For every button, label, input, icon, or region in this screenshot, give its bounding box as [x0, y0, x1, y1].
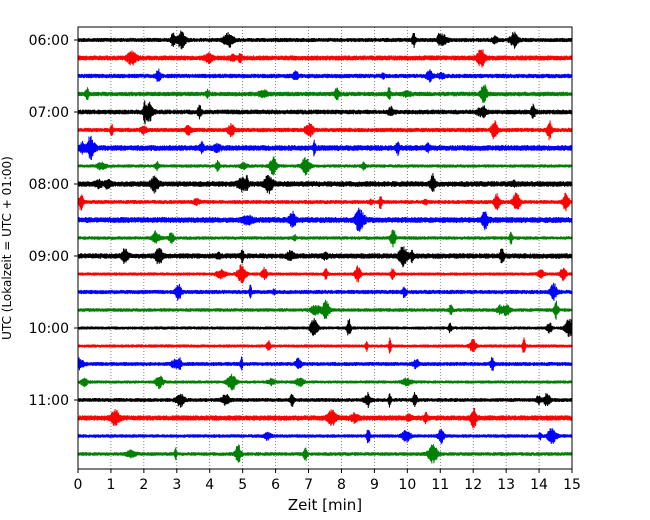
trace-0830	[77, 207, 573, 232]
trace-0945	[77, 299, 573, 320]
trace-1030	[77, 356, 573, 371]
trace-1100	[77, 391, 573, 408]
x-tick-label-10: 10	[398, 477, 416, 493]
x-axis-ticks: 0 1 2 3 4 5 6 7 8 9 10 11 12 13 14 15	[74, 469, 581, 493]
x-tick-label-13: 13	[497, 477, 515, 493]
x-tick-label-2: 2	[139, 477, 148, 493]
trace-0615	[77, 49, 573, 68]
trace-0930	[77, 282, 573, 301]
y-axis-title: UTC (Lokalzeit = UTC + 01:00)	[0, 156, 14, 340]
trace-0900	[77, 246, 573, 268]
y-tick-label-1000: 10:00	[29, 321, 69, 337]
trace-0630	[77, 68, 573, 83]
x-tick-label-12: 12	[464, 477, 482, 493]
trace-1115	[77, 407, 573, 429]
trace-0730	[77, 135, 573, 160]
x-tick-label-7: 7	[304, 477, 313, 493]
trace-1015	[77, 337, 573, 354]
x-tick-label-1: 1	[106, 477, 115, 493]
trace-0715	[77, 120, 573, 141]
trace-0815	[77, 192, 573, 212]
x-tick-label-8: 8	[337, 477, 346, 493]
y-tick-label-0800: 08:00	[29, 177, 69, 193]
trace-0700	[77, 100, 573, 125]
trace-0745	[77, 156, 573, 176]
y-tick-label-0600: 06:00	[29, 33, 69, 49]
x-tick-label-3: 3	[172, 477, 181, 493]
x-tick-label-9: 9	[370, 477, 379, 493]
traces	[77, 30, 573, 464]
trace-0645	[77, 84, 573, 103]
y-tick-label-0700: 07:00	[29, 105, 69, 121]
x-tick-label-14: 14	[530, 477, 548, 493]
trace-1145	[77, 444, 573, 464]
trace-0600	[77, 30, 573, 50]
x-tick-label-0: 0	[74, 477, 83, 493]
y-axis-ticks: 06:00 07:00 08:00 09:00 10:00 11:00	[29, 33, 78, 409]
x-tick-label-11: 11	[431, 477, 449, 493]
trace-1000	[77, 318, 573, 338]
plot-frame	[77, 26, 573, 470]
x-tick-label-5: 5	[238, 477, 247, 493]
trace-0845	[77, 229, 573, 248]
x-tick-label-4: 4	[205, 477, 214, 493]
trace-1130	[77, 428, 573, 445]
x-axis-title: Zeit [min]	[288, 496, 362, 514]
trace-0800	[77, 173, 573, 195]
trace-1045	[77, 373, 573, 391]
y-tick-label-0900: 09:00	[29, 249, 69, 265]
y-tick-label-1100: 11:00	[29, 393, 69, 409]
x-tick-label-15: 15	[563, 477, 581, 493]
trace-0915	[77, 264, 573, 284]
x-tick-label-6: 6	[271, 477, 280, 493]
